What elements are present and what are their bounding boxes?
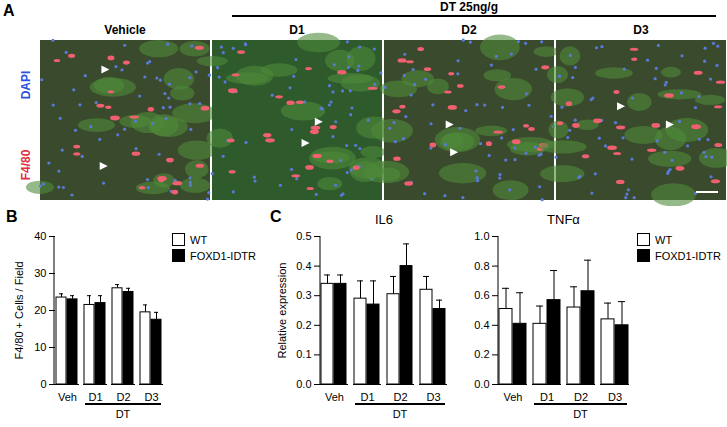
svg-text:Vehicle: Vehicle: [104, 23, 146, 37]
svg-text:D3: D3: [608, 391, 622, 403]
svg-text:F4/80 + Cells / Field: F4/80 + Cells / Field: [13, 261, 25, 359]
html-text:WT: WT: [655, 234, 673, 246]
svg-text:D1: D1: [88, 391, 102, 403]
svg-text:Relative expression: Relative expression: [276, 263, 288, 359]
html-text:FOXD1-IDTR: FOXD1-IDTR: [190, 250, 256, 262]
svg-text:0.4: 0.4: [296, 260, 311, 272]
html-text:WT: WT: [190, 234, 208, 246]
svg-text:0.1: 0.1: [296, 348, 311, 360]
svg-text:0: 0: [40, 378, 46, 390]
svg-text:0.5: 0.5: [296, 230, 311, 242]
svg-text:DT: DT: [116, 408, 131, 420]
svg-text:D1: D1: [289, 23, 305, 37]
svg-text:Veh: Veh: [58, 391, 77, 403]
svg-text:D1: D1: [360, 391, 374, 403]
svg-text:0.0: 0.0: [296, 378, 311, 390]
svg-text:F4/80: F4/80: [19, 149, 33, 180]
svg-text:D2: D2: [116, 391, 130, 403]
svg-text:D2: D2: [461, 23, 477, 37]
svg-text:20: 20: [34, 304, 46, 316]
html-text:C: C: [270, 208, 282, 225]
svg-text:1.0: 1.0: [474, 230, 489, 242]
svg-text:DAPI: DAPI: [19, 71, 33, 100]
svg-text:0.4: 0.4: [474, 319, 489, 331]
svg-text:D2: D2: [393, 391, 407, 403]
svg-text:40: 40: [34, 230, 46, 242]
svg-text:D3: D3: [144, 391, 158, 403]
svg-text:D2: D2: [574, 391, 588, 403]
svg-text:0.3: 0.3: [296, 289, 311, 301]
svg-text:D1: D1: [540, 391, 554, 403]
svg-text:30: 30: [34, 267, 46, 279]
svg-text:10: 10: [34, 341, 46, 353]
html-text:FOXD1-IDTR: FOXD1-IDTR: [655, 250, 721, 262]
svg-text:0.2: 0.2: [296, 319, 311, 331]
svg-text:A: A: [3, 2, 15, 19]
svg-text:0.6: 0.6: [474, 289, 489, 301]
svg-text:0.0: 0.0: [474, 378, 489, 390]
svg-text:D3: D3: [633, 23, 649, 37]
html-text:IL6: IL6: [375, 212, 393, 227]
svg-text:DT: DT: [393, 408, 408, 420]
svg-text:D3: D3: [426, 391, 440, 403]
svg-text:Veh: Veh: [504, 391, 523, 403]
svg-text:0.2: 0.2: [474, 348, 489, 360]
html-text:TNFα: TNFα: [547, 212, 580, 227]
svg-text:Veh: Veh: [325, 391, 344, 403]
html-text:B: B: [6, 208, 18, 225]
svg-text:0.8: 0.8: [474, 260, 489, 272]
svg-text:DT 25ng/g: DT 25ng/g: [440, 0, 498, 14]
svg-text:DT: DT: [573, 408, 588, 420]
